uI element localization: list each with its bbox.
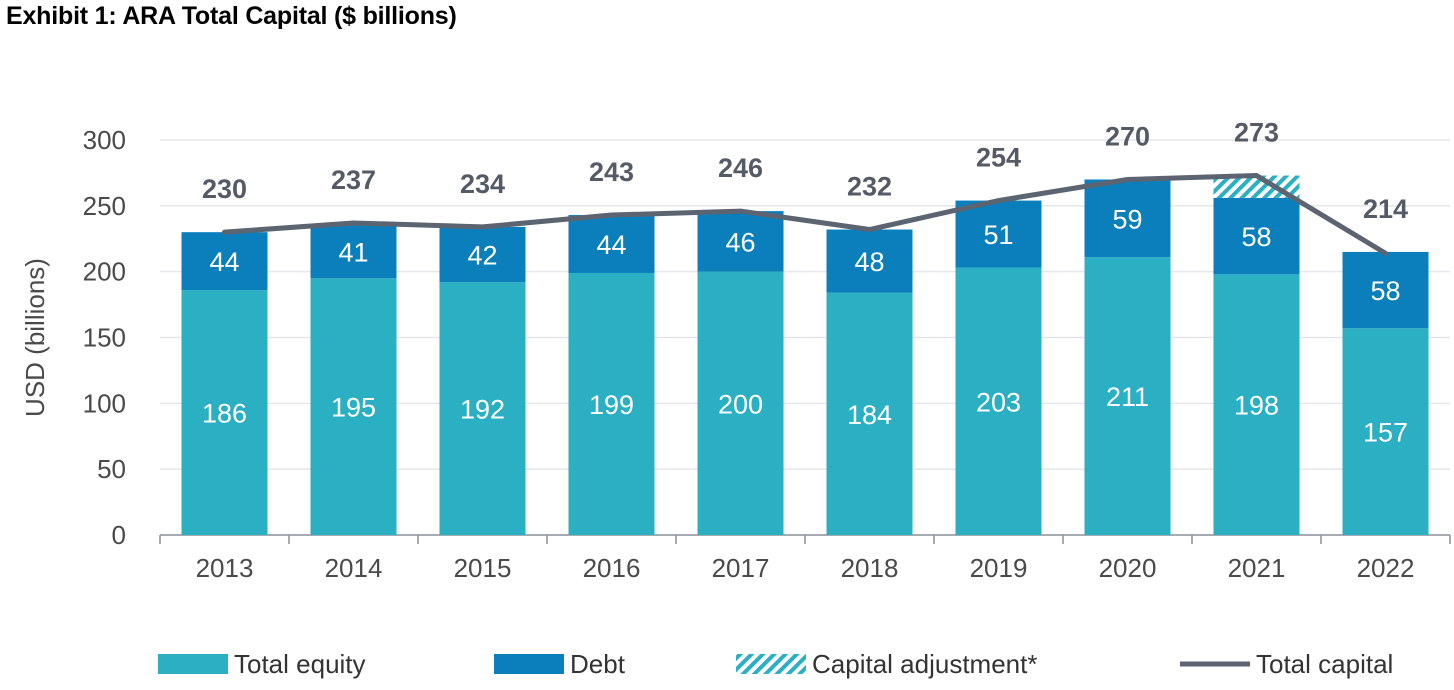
- x-tick-label: 2018: [841, 553, 899, 583]
- legend-item: Total capital: [1180, 649, 1393, 679]
- bar-debt: [1084, 179, 1171, 258]
- segment-value-label: 44: [596, 230, 626, 260]
- x-tick-label: 2017: [712, 553, 770, 583]
- legend-label: Capital adjustment*: [812, 649, 1037, 679]
- segment-value-label: 184: [847, 400, 892, 430]
- bar-capital-adjustment: [1213, 175, 1300, 198]
- segment-value-label: 58: [1241, 222, 1271, 252]
- bar-total-equity: [955, 267, 1042, 535]
- y-tick-label: 250: [83, 191, 126, 221]
- y-axis-label: USD (billions): [20, 258, 50, 417]
- bar-total-equity: [181, 290, 268, 535]
- segment-value-label: 42: [467, 241, 497, 271]
- total-value-label: 214: [1363, 194, 1408, 224]
- segment-value-label: 200: [718, 389, 763, 419]
- segment-value-label: 58: [1370, 276, 1400, 306]
- total-value-label: 234: [460, 169, 505, 199]
- legend-item: Total equity: [158, 649, 366, 679]
- y-tick-label: 300: [83, 125, 126, 155]
- bar-total-equity: [697, 271, 784, 535]
- bar-total-equity: [826, 292, 913, 535]
- bar-total-equity: [1213, 274, 1300, 535]
- x-tick-label: 2019: [970, 553, 1028, 583]
- y-tick-label: 100: [83, 388, 126, 418]
- bar-debt: [826, 229, 913, 293]
- y-tick-label: 150: [83, 323, 126, 353]
- total-value-label: 230: [202, 174, 247, 204]
- chart-title: Exhibit 1: ARA Total Capital ($ billions…: [6, 2, 457, 30]
- x-tick-label: 2020: [1099, 553, 1157, 583]
- y-tick-label: 200: [83, 257, 126, 287]
- x-tick-label: 2021: [1228, 553, 1286, 583]
- segment-value-label: 44: [209, 247, 239, 277]
- bar-total-equity: [310, 278, 397, 535]
- total-value-label: 254: [976, 143, 1021, 173]
- total-capital-line: [222, 173, 1388, 256]
- y-tick-label: 0: [112, 520, 126, 550]
- bar-total-equity: [1084, 257, 1171, 535]
- x-tick-label: 2022: [1357, 553, 1415, 583]
- legend-item: Capital adjustment*: [736, 649, 1037, 679]
- legend-label: Total capital: [1256, 649, 1393, 679]
- total-value-label: 246: [718, 153, 763, 183]
- legend-item: Debt: [494, 649, 626, 679]
- x-tick-label: 2014: [325, 553, 383, 583]
- total-value-label: 273: [1234, 118, 1279, 148]
- axes: 0 50 100 150 200 250 300 USD (billions) 2013 2014…: [20, 125, 1451, 583]
- bar-debt: [181, 232, 268, 291]
- segment-value-label: 198: [1234, 391, 1279, 421]
- segment-value-label: 59: [1112, 204, 1142, 234]
- segment-value-label: 186: [202, 399, 247, 429]
- legend-swatch: [158, 654, 228, 674]
- total-value-label: 232: [847, 172, 892, 202]
- x-tick-label: 2016: [583, 553, 641, 583]
- bar-debt: [568, 215, 655, 273]
- total-value-label: 270: [1105, 122, 1150, 152]
- bar-debt: [310, 224, 397, 279]
- bar-debt: [1342, 251, 1429, 329]
- segment-value-label: 157: [1363, 418, 1408, 448]
- bar-total-equity: [1342, 328, 1429, 535]
- data-labels: 186 44 195 41 192 42 199 44 200 46 184 48 203 51 211 59…: [202, 118, 1408, 448]
- x-tick-label: 2015: [454, 553, 512, 583]
- bars: [181, 175, 1429, 535]
- total-value-label: 237: [331, 165, 376, 195]
- legend-swatch: [736, 654, 806, 674]
- segment-value-label: 46: [725, 227, 755, 257]
- segment-value-label: 192: [460, 395, 505, 425]
- total-capital-polyline: [222, 173, 1388, 256]
- x-tick-label: 2013: [196, 553, 254, 583]
- legend-label: Total equity: [234, 649, 366, 679]
- legend-label: Debt: [570, 649, 626, 679]
- segment-value-label: 51: [983, 220, 1013, 250]
- bar-total-equity: [568, 272, 655, 535]
- legend-swatch: [494, 654, 564, 674]
- bar-debt: [1213, 197, 1300, 275]
- segment-value-label: 199: [589, 390, 634, 420]
- total-value-label: 243: [589, 157, 634, 187]
- segment-value-label: 48: [854, 247, 884, 277]
- bar-debt: [955, 200, 1042, 268]
- bar-total-equity: [439, 282, 526, 535]
- bar-debt: [439, 226, 526, 283]
- legend: Total equity Debt Capital adjustment* Total…: [158, 649, 1393, 679]
- bar-debt: [697, 211, 784, 272]
- segment-value-label: 203: [976, 387, 1021, 417]
- segment-value-label: 41: [338, 237, 368, 267]
- segment-value-label: 211: [1106, 382, 1149, 412]
- y-tick-label: 50: [97, 454, 126, 484]
- segment-value-label: 195: [331, 393, 376, 423]
